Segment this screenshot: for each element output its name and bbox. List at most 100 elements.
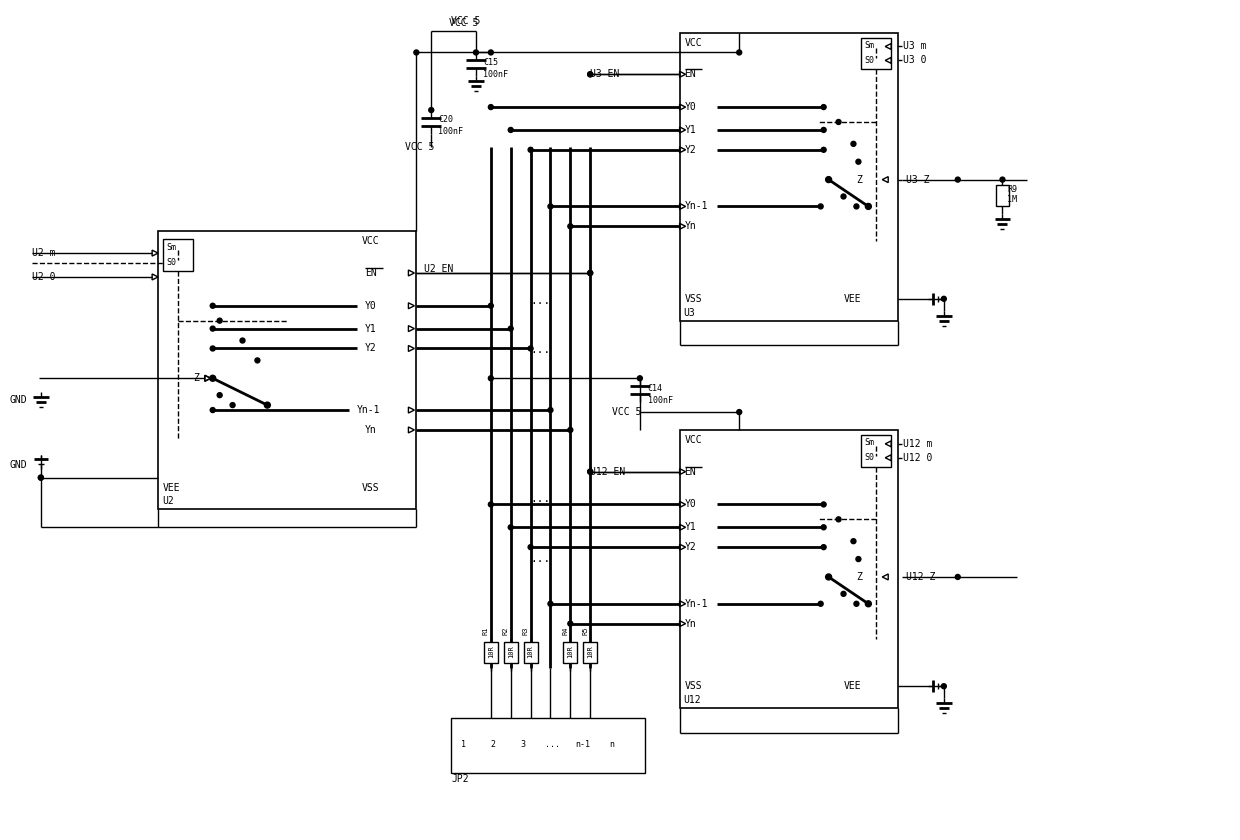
Circle shape bbox=[637, 375, 642, 381]
Circle shape bbox=[856, 557, 861, 562]
Text: VEE: VEE bbox=[162, 482, 181, 492]
Text: R4: R4 bbox=[563, 627, 568, 635]
Text: n-1: n-1 bbox=[575, 740, 590, 749]
Text: EN: EN bbox=[684, 467, 697, 476]
Text: VCC 5: VCC 5 bbox=[451, 16, 480, 26]
Text: U3: U3 bbox=[683, 307, 696, 318]
Text: Sm: Sm bbox=[166, 243, 176, 252]
Text: 10R: 10R bbox=[487, 645, 494, 658]
Text: JP2: JP2 bbox=[451, 774, 469, 784]
Circle shape bbox=[528, 544, 533, 549]
Text: VSS: VSS bbox=[684, 294, 702, 304]
Text: R2: R2 bbox=[502, 627, 508, 635]
Bar bbox=[157, 231, 417, 509]
Circle shape bbox=[548, 204, 553, 209]
Circle shape bbox=[854, 204, 859, 209]
Circle shape bbox=[568, 223, 573, 228]
Circle shape bbox=[866, 203, 872, 209]
Circle shape bbox=[821, 147, 826, 152]
Text: 100nF: 100nF bbox=[647, 396, 673, 405]
Text: ...: ... bbox=[531, 495, 551, 505]
Circle shape bbox=[836, 119, 841, 124]
Bar bbox=[563, 642, 578, 664]
Bar bbox=[862, 435, 892, 467]
Text: U2 0: U2 0 bbox=[32, 272, 56, 282]
Text: S0: S0 bbox=[864, 56, 874, 65]
Circle shape bbox=[821, 105, 826, 109]
Text: R9: R9 bbox=[1007, 185, 1018, 194]
Text: Yn: Yn bbox=[684, 618, 697, 628]
Text: VCC: VCC bbox=[684, 38, 702, 48]
Bar bbox=[523, 642, 538, 664]
Circle shape bbox=[217, 318, 222, 323]
Bar bbox=[583, 642, 598, 664]
Bar bbox=[862, 38, 892, 70]
Text: U12 m: U12 m bbox=[903, 438, 932, 449]
Text: VCC: VCC bbox=[362, 236, 379, 246]
Circle shape bbox=[528, 346, 533, 351]
Text: n: n bbox=[610, 740, 615, 749]
Text: Z: Z bbox=[857, 175, 862, 185]
Circle shape bbox=[851, 538, 856, 543]
Text: Yn-1: Yn-1 bbox=[684, 599, 708, 609]
Text: U12 Z: U12 Z bbox=[906, 572, 935, 582]
Text: GND: GND bbox=[9, 395, 27, 405]
Bar bbox=[996, 185, 1009, 207]
Text: VSS: VSS bbox=[684, 681, 702, 691]
Circle shape bbox=[588, 71, 593, 76]
Text: U2: U2 bbox=[162, 496, 174, 507]
Circle shape bbox=[999, 177, 1004, 182]
Bar bbox=[680, 430, 898, 708]
Text: VEE: VEE bbox=[843, 294, 861, 304]
Bar bbox=[503, 642, 517, 664]
Text: Y0: Y0 bbox=[684, 500, 697, 509]
Text: 2: 2 bbox=[490, 740, 495, 749]
Text: U3 m: U3 m bbox=[903, 41, 926, 51]
Text: ...: ... bbox=[531, 345, 551, 355]
Circle shape bbox=[255, 358, 260, 363]
Text: Sm: Sm bbox=[864, 41, 874, 50]
Bar bbox=[162, 239, 193, 271]
Circle shape bbox=[264, 402, 270, 408]
Text: U3 EN: U3 EN bbox=[590, 70, 620, 79]
Text: U2 EN: U2 EN bbox=[424, 264, 454, 274]
Circle shape bbox=[588, 470, 593, 474]
Text: 1M: 1M bbox=[1007, 195, 1018, 204]
Circle shape bbox=[548, 601, 553, 606]
Circle shape bbox=[489, 375, 494, 381]
Text: R5: R5 bbox=[583, 627, 588, 635]
Circle shape bbox=[231, 402, 236, 407]
Bar bbox=[484, 642, 497, 664]
Text: U12 0: U12 0 bbox=[903, 453, 932, 463]
Text: EN: EN bbox=[365, 268, 377, 278]
Circle shape bbox=[841, 591, 846, 596]
Circle shape bbox=[826, 574, 832, 580]
Circle shape bbox=[489, 502, 494, 507]
Text: C14: C14 bbox=[647, 384, 663, 393]
Circle shape bbox=[241, 338, 246, 343]
Text: C15: C15 bbox=[482, 58, 498, 67]
Text: ...: ... bbox=[544, 740, 560, 749]
Circle shape bbox=[474, 50, 479, 55]
Text: Z: Z bbox=[193, 373, 198, 383]
Text: VCC 5: VCC 5 bbox=[613, 407, 641, 417]
Circle shape bbox=[508, 525, 513, 530]
Text: GND: GND bbox=[9, 459, 27, 470]
Text: 10R: 10R bbox=[588, 645, 593, 658]
Text: Sm: Sm bbox=[864, 438, 874, 448]
Circle shape bbox=[508, 326, 513, 331]
Circle shape bbox=[588, 270, 593, 276]
Circle shape bbox=[826, 176, 832, 182]
Text: Y0: Y0 bbox=[365, 301, 377, 311]
Text: 10R: 10R bbox=[507, 645, 513, 658]
Text: 100nF: 100nF bbox=[438, 128, 464, 136]
Circle shape bbox=[821, 525, 826, 530]
Circle shape bbox=[955, 575, 960, 580]
Circle shape bbox=[211, 303, 216, 308]
Circle shape bbox=[854, 601, 859, 606]
Text: Y2: Y2 bbox=[365, 344, 377, 354]
Circle shape bbox=[548, 407, 553, 412]
Circle shape bbox=[955, 177, 960, 182]
Text: Y2: Y2 bbox=[684, 144, 697, 155]
Circle shape bbox=[38, 475, 43, 480]
